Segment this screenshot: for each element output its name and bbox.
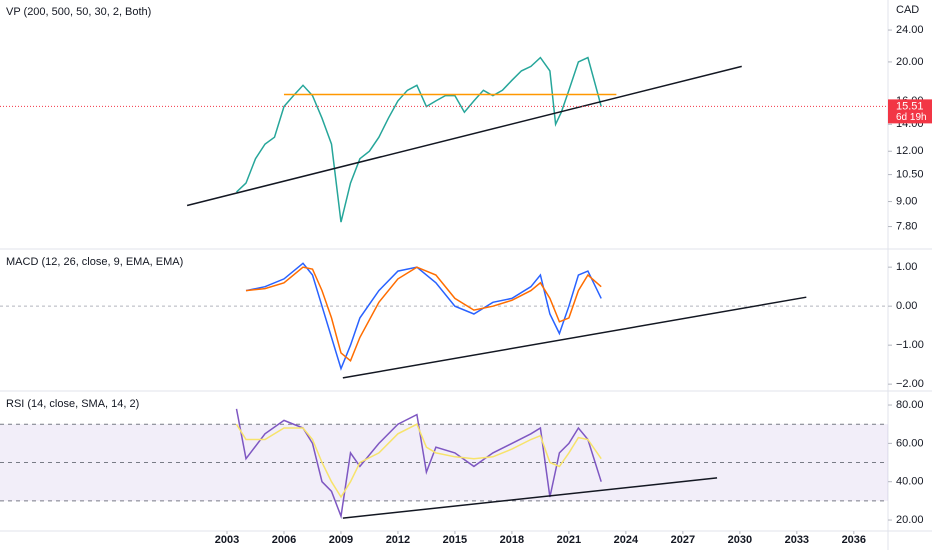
last-price-box	[888, 99, 932, 124]
x-tick-label: 2003	[215, 534, 239, 546]
y-tick-label: 10.50	[896, 168, 924, 180]
series-line	[245, 266, 602, 363]
last-price: 15.51	[896, 100, 924, 112]
y-tick-label: −1.00	[896, 339, 924, 351]
y-tick-label: 0.00	[896, 300, 917, 312]
x-tick-label: 2009	[329, 534, 353, 546]
y-tick-label: −2.00	[896, 378, 924, 390]
countdown: 6d 19h	[896, 112, 927, 123]
pane-title: VP (200, 500, 50, 30, 2, Both)	[6, 6, 151, 18]
series-line	[245, 262, 602, 371]
y-tick-label: 7.80	[896, 220, 917, 232]
trend-line	[186, 65, 742, 207]
series-line	[235, 408, 602, 520]
x-tick-label: 2018	[500, 534, 524, 546]
trend-line	[342, 477, 718, 519]
y-tick-label: 80.00	[896, 399, 924, 411]
y-tick-label: 40.00	[896, 476, 924, 488]
x-tick-label: 2006	[272, 534, 296, 546]
y-tick-label: 24.00	[896, 24, 924, 36]
trend-line	[342, 296, 807, 379]
x-tick-label: 2027	[671, 534, 695, 546]
y-tick-label: 9.00	[896, 195, 917, 207]
y-tick-label: 20.00	[896, 56, 924, 68]
x-tick-label: 2036	[842, 534, 866, 546]
series-line	[235, 56, 602, 223]
y-tick-label: 20.00	[896, 514, 924, 526]
series-line	[235, 423, 602, 499]
x-tick-label: 2033	[785, 534, 809, 546]
x-tick-label: 2024	[614, 534, 639, 546]
x-tick-label: 2012	[386, 534, 410, 546]
y-tick-label: 12.00	[896, 145, 924, 157]
currency: CAD	[896, 4, 919, 16]
pane-title: MACD (12, 26, close, 9, EMA, EMA)	[6, 256, 183, 268]
y-tick-label: 60.00	[896, 437, 924, 449]
x-tick-label: 2030	[728, 534, 752, 546]
pane-title: RSI (14, close, SMA, 14, 2)	[6, 398, 139, 410]
x-tick-label: 2015	[443, 534, 467, 546]
y-tick-label: 1.00	[896, 261, 917, 273]
x-tick-label: 2021	[557, 534, 581, 546]
